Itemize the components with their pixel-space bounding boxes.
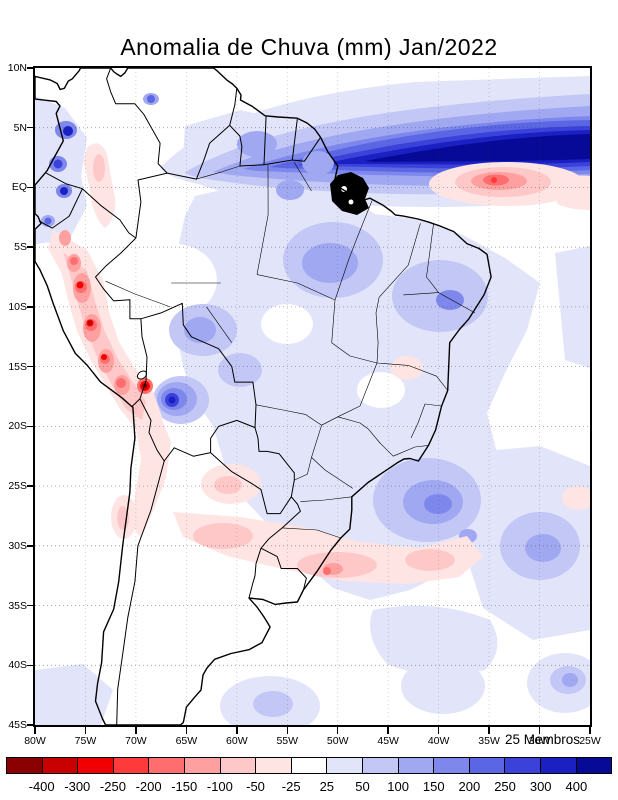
lat-tick-label: 5N [13, 121, 27, 134]
colorbar-segment [255, 757, 292, 774]
colorbar-value-label: -250 [99, 779, 126, 794]
lon-tick-label: 45W [377, 735, 399, 747]
lat-tick [27, 246, 34, 248]
colorbar-value-label: -25 [281, 779, 301, 794]
anomaly-shading [35, 76, 590, 725]
colorbar-segment [112, 757, 150, 774]
colorbar-segment [504, 757, 541, 774]
chart-title: Anomalia de Chuva (mm) Jan/2022 [120, 34, 498, 60]
lon-tick-label: 60W [226, 735, 248, 747]
colorbar-segment [6, 757, 43, 774]
country-borders [38, 68, 322, 725]
colorbar-segment [326, 757, 363, 774]
lat-tick-label: 10N [7, 62, 27, 74]
lon-tick [84, 727, 87, 734]
lat-tick [27, 485, 34, 487]
colorbar-segment [77, 757, 114, 774]
lon-tick-label: 30W [528, 735, 551, 747]
colorbar-value-label: -300 [64, 779, 91, 794]
lat-tick [27, 67, 34, 69]
state-borders [105, 162, 476, 539]
lat-tick [27, 365, 34, 368]
colorbar-segment [539, 757, 577, 774]
lon-tick [538, 727, 541, 734]
colorbar-value-label: -50 [246, 779, 265, 794]
lat-tick-label: 15S [8, 360, 27, 373]
lon-tick [589, 727, 591, 734]
colorbar-value-label: 25 [319, 779, 335, 794]
lat-tick-label: 30S [8, 539, 27, 552]
lon-tick [437, 727, 440, 734]
lon-tick-label: 50W [326, 735, 349, 747]
colorbar-segment [41, 757, 79, 774]
colorbar-value-label: 250 [494, 779, 516, 794]
colorbar-value-label: 400 [565, 779, 588, 794]
colorbar-value-label: -400 [28, 779, 55, 794]
map-frame [33, 66, 592, 727]
lon-tick-label: 55W [276, 735, 299, 747]
lon-tick [34, 727, 36, 734]
lon-tick-label: 70W [125, 735, 147, 747]
colorbar-value-label: 200 [458, 779, 481, 794]
lat-tick-label: 20S [8, 420, 27, 433]
colorbar-segment [290, 757, 328, 774]
lat-tick-label: EQ [11, 181, 27, 194]
colorbar-segment [183, 757, 221, 774]
colorbar-segment [148, 757, 185, 774]
colorbar-value-label: -150 [171, 779, 198, 794]
lon-tick-label: 25W [579, 735, 601, 747]
colorbar-segment [575, 757, 613, 774]
lat-tick-label: 10S [8, 300, 27, 313]
lon-tick-label: 35W [478, 735, 500, 747]
lon-tick [236, 727, 238, 734]
lon-tick [387, 727, 389, 734]
lon-tick-label: 40W [427, 735, 450, 747]
lon-tick-label: 65W [175, 735, 198, 747]
colorbar-value-label: 300 [529, 779, 552, 794]
colorbar [6, 757, 613, 774]
lon-tick [488, 727, 490, 734]
colorbar-segment [219, 757, 257, 774]
lon-tick-label: 75W [74, 735, 97, 747]
gridlines [35, 127, 590, 666]
colorbar-value-label: -100 [206, 779, 233, 794]
lat-tick-label: 35S [8, 599, 27, 612]
lon-tick [336, 727, 339, 734]
lon-tick [185, 727, 188, 734]
lon-tick-label: 80W [24, 735, 46, 747]
south-america-anomaly-map [35, 68, 590, 725]
colorbar-segment [468, 757, 506, 774]
coastline [35, 68, 492, 725]
colorbar-value-label: 50 [355, 779, 370, 794]
ensemble-members-label: 25 Membros [504, 732, 580, 747]
lat-tick [27, 604, 34, 607]
lat-tick [27, 306, 34, 308]
colorbar-segment [397, 757, 435, 774]
lat-tick [27, 126, 34, 129]
colorbar-segment [361, 757, 399, 774]
lon-tick [286, 727, 289, 734]
lat-tick [27, 664, 34, 667]
lon-tick [135, 727, 137, 734]
colorbar-segment [433, 757, 470, 774]
lat-tick-label: 5S [14, 241, 27, 254]
lat-tick-label: 40S [8, 659, 27, 672]
lat-tick [27, 186, 34, 189]
colorbar-value-label: -200 [135, 779, 162, 794]
lat-tick [27, 425, 34, 428]
colorbar-value-label: 150 [422, 779, 445, 794]
colorbar-value-label: 100 [387, 779, 409, 794]
lat-tick-label: 25S [8, 480, 27, 493]
gridlines-vertical [85, 68, 540, 725]
lat-tick [27, 545, 34, 547]
lat-tick-label: 45S [8, 719, 27, 731]
lat-tick [27, 724, 34, 726]
